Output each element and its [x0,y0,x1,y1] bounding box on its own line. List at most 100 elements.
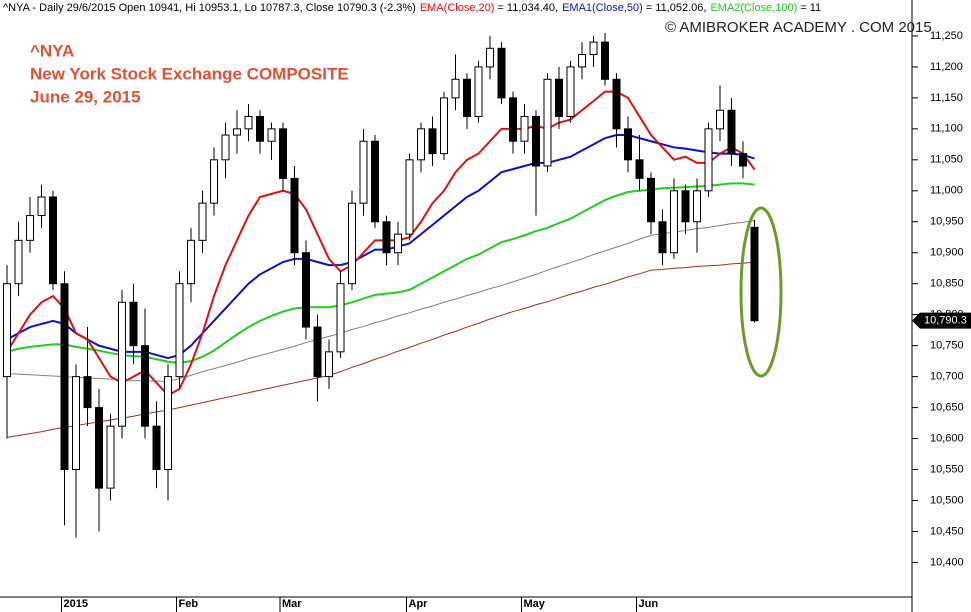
candle-body [497,47,506,99]
candle-body [486,47,494,68]
watermark: © AMIBROKER ACADEMY . COM 2015 [665,19,932,36]
legend-value: = 11 [800,2,821,14]
candle-body [417,128,425,161]
candle-body [727,109,736,155]
candle-body [279,128,287,179]
candle-body [26,215,34,241]
x-tick-label: May [524,598,546,610]
x-tick-label: Mar [282,598,302,610]
candle-body [72,376,80,471]
candle-body [394,233,402,254]
candle-body [302,252,310,328]
y-tick-label: 11,150 [930,92,963,104]
candle-body [647,177,655,223]
candle-body [83,376,92,409]
y-tick-label: 10,750 [930,340,964,352]
candle-body [221,134,230,161]
candle-body [3,283,11,378]
y-tick-label: 11,200 [930,61,963,73]
candle-body [348,202,356,285]
candle-body [739,153,747,167]
candle-body [601,41,609,80]
candle-body [175,283,184,378]
candle-body [624,128,632,161]
candle-body [60,283,69,471]
candle-body [152,425,161,471]
candle-body [382,221,391,254]
candle-body [325,351,333,378]
candle-body [440,97,448,155]
candle-body [635,159,644,179]
candle-body [14,239,23,285]
candle-body [267,128,276,142]
annotation: June 29, 2015 [30,87,141,106]
candle-body [555,78,563,117]
x-tick-label: Jun [639,598,659,610]
y-tick-label: 10,700 [930,371,964,383]
candle-body [750,226,759,322]
candle-body [612,78,621,130]
candle-body [164,376,172,471]
legend-name: EMA2(Close,100) [710,2,797,14]
candle-body [681,190,690,223]
candle-body [256,115,264,142]
legend-name: EMA(Close,20) [420,2,495,14]
candle-body [578,54,586,68]
candle-body [37,196,46,217]
candle-body [95,407,103,489]
header: ^NYA - Daily 29/6/2015 Open 10941, Hi 10… [3,2,821,14]
y-tick-label: 10,950 [930,216,964,228]
candle-body [532,115,540,167]
y-tick-label: 11,250 [930,30,963,42]
legend-name: EMA1(Close,50) [562,2,643,14]
candle-body [141,345,149,427]
y-tick-label: 11,050 [930,154,963,166]
ema-line [6,261,755,438]
y-tick-label: 11,100 [930,123,963,135]
ema-line [6,220,755,383]
ema-line [6,90,756,397]
candle-body [359,140,368,204]
candle-body [509,97,517,142]
candle-body [118,301,126,427]
candle-body [704,128,713,192]
candle-body [187,239,195,285]
candle-body [716,109,724,130]
highlight-ellipse [739,206,783,378]
y-tick-label: 10,850 [930,278,964,290]
candle-body [451,78,460,99]
candle-body [129,301,138,347]
candle-body [244,115,253,130]
candle-body [428,128,437,155]
y-tick-label: 10,400 [930,556,964,568]
y-tick-label: 10,650 [930,401,964,413]
candle-body [106,425,115,489]
y-tick-label: 10,550 [930,463,964,475]
candle-body [405,159,414,235]
last-price-tag [912,312,971,329]
last-price-label: 10,790.3 [924,315,967,327]
x-tick-label: Feb [179,598,199,610]
y-tick-label: 10,600 [930,432,964,444]
y-tick-label: 10,450 [930,525,964,537]
candle-body [49,196,57,285]
y-tick-label: 11,000 [930,185,963,197]
legend-value: = 11,034.40, [497,2,558,14]
candle-body [233,128,241,136]
candle-body [520,115,529,142]
candle-body [658,221,667,254]
candle-body [474,66,483,117]
candle-body [543,78,552,167]
candle-body [589,41,598,56]
y-tick-label: 10,500 [930,494,964,506]
candle-body [290,177,299,254]
y-tick-label: 10,900 [930,247,964,259]
candle-body [670,190,678,254]
candles [3,32,759,538]
annotation: ^NYA [30,41,74,60]
candle-body [371,140,379,223]
candle-body [566,66,575,117]
